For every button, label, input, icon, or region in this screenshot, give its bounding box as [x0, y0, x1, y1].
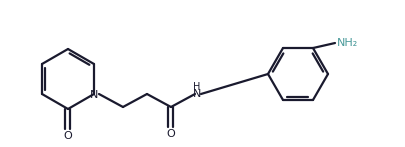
- Text: N: N: [90, 90, 98, 100]
- Text: NH₂: NH₂: [337, 38, 358, 48]
- Text: N: N: [192, 89, 200, 99]
- Text: H: H: [193, 82, 200, 92]
- Text: O: O: [166, 129, 175, 139]
- Text: O: O: [64, 131, 72, 141]
